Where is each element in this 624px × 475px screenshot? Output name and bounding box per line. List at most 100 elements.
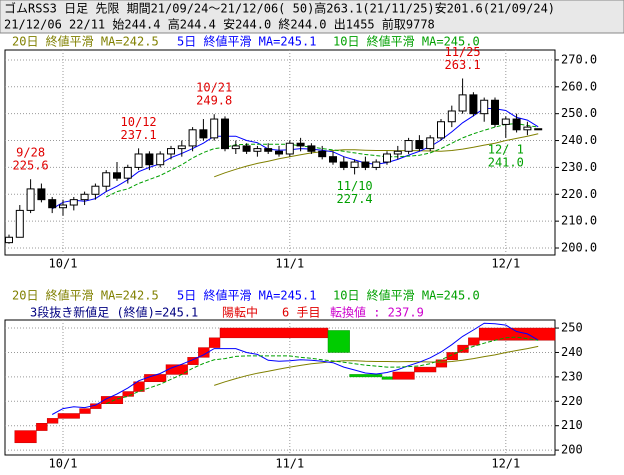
candle-body bbox=[113, 172, 121, 179]
candle-body bbox=[177, 145, 186, 150]
candle-body bbox=[426, 137, 435, 150]
candle-body bbox=[26, 188, 35, 211]
candle-body bbox=[393, 150, 402, 155]
y-tick-label: 240.0 bbox=[561, 133, 597, 147]
candle-body bbox=[231, 145, 240, 150]
candle-body bbox=[491, 99, 499, 125]
ma-line bbox=[214, 345, 539, 386]
candle-body bbox=[339, 161, 348, 168]
candle-body bbox=[458, 94, 467, 112]
y-tick-label: 220 bbox=[561, 394, 583, 408]
brick bbox=[349, 374, 383, 378]
brick bbox=[381, 376, 394, 380]
brick bbox=[198, 347, 210, 358]
annotation-date: 11/25 bbox=[445, 45, 481, 59]
legend-entry: 20日 終値平滑 MA=242.5 bbox=[12, 288, 159, 303]
y-tick-label: 250 bbox=[561, 321, 583, 335]
candle-body bbox=[372, 161, 381, 168]
brick bbox=[46, 418, 59, 424]
header-line: ゴムRSS3 日足 先限 期間21/09/24～21/12/06( 50)高26… bbox=[4, 1, 555, 16]
candle-body bbox=[221, 118, 229, 150]
brick bbox=[327, 330, 350, 353]
legend-entry: 5日 終値平滑 MA=245.1 bbox=[177, 34, 316, 49]
header-box bbox=[0, 0, 624, 34]
annotation-date: 10/12 bbox=[121, 115, 157, 129]
x-tick-label: 11/1 bbox=[275, 257, 304, 271]
candle-body bbox=[329, 156, 337, 163]
plot-area bbox=[4, 319, 556, 456]
candle-body bbox=[123, 166, 132, 179]
y-tick-label: 230.0 bbox=[561, 160, 597, 174]
y-tick-label: 200.0 bbox=[561, 241, 597, 255]
annotation-date: 9/28 bbox=[16, 146, 45, 160]
brick bbox=[36, 423, 48, 431]
candle-body bbox=[242, 145, 251, 152]
candle-body bbox=[469, 94, 478, 115]
brick bbox=[79, 408, 91, 414]
candle-body bbox=[167, 148, 175, 155]
brick bbox=[478, 327, 556, 341]
annotation-value: 237.1 bbox=[121, 128, 157, 142]
brick bbox=[144, 374, 167, 383]
brick bbox=[165, 364, 188, 375]
y-tick-label: 210.0 bbox=[561, 214, 597, 228]
candle-body bbox=[59, 204, 67, 209]
candle-body bbox=[415, 140, 424, 150]
candle-body bbox=[318, 150, 327, 158]
brick bbox=[122, 391, 134, 397]
status-text: 3段抜き新値足 (終値)=245.1 bbox=[30, 305, 198, 320]
x-tick-label: 11/1 bbox=[275, 457, 304, 471]
annotation-date: 10/21 bbox=[196, 81, 232, 95]
status-text: 6 手目 bbox=[282, 306, 320, 320]
brick bbox=[392, 371, 415, 380]
annotation-value: 263.1 bbox=[445, 58, 481, 72]
y-tick-label: 270.0 bbox=[561, 52, 597, 66]
legend-entry: 5日 終値平滑 MA=245.1 bbox=[177, 288, 316, 303]
brick bbox=[219, 327, 329, 339]
candle-body bbox=[523, 126, 532, 131]
annotation-value: 241.0 bbox=[488, 155, 524, 169]
brick bbox=[187, 357, 199, 365]
brick bbox=[133, 381, 145, 392]
x-tick-label: 12/1 bbox=[491, 257, 520, 271]
brick bbox=[414, 366, 437, 373]
annotation-date: 11/10 bbox=[337, 179, 373, 193]
ma-line bbox=[51, 107, 539, 210]
ma-line bbox=[214, 133, 539, 178]
legend-entry: 20日 終値平滑 MA=242.5 bbox=[12, 34, 159, 49]
candle-body bbox=[5, 236, 13, 244]
candle-body bbox=[48, 199, 57, 209]
candle-body bbox=[296, 142, 305, 147]
candle-body bbox=[437, 121, 445, 139]
ma-line bbox=[105, 336, 539, 405]
candle-body bbox=[501, 118, 510, 125]
legend-entry: 10日 終値平滑 MA=245.0 bbox=[333, 34, 480, 49]
candle-body bbox=[134, 153, 143, 168]
candle-body bbox=[480, 99, 489, 115]
candle-body bbox=[307, 145, 316, 152]
y-tick-label: 200 bbox=[561, 443, 583, 457]
candle-body bbox=[188, 129, 197, 147]
annotation-value: 225.6 bbox=[13, 159, 49, 173]
candle-body bbox=[447, 110, 456, 123]
x-tick-label: 12/1 bbox=[491, 457, 520, 471]
brick bbox=[457, 344, 469, 353]
ma-line bbox=[105, 123, 539, 198]
candle-body bbox=[512, 118, 521, 131]
candle-body bbox=[275, 150, 283, 155]
candle-body bbox=[361, 161, 370, 168]
candle-body bbox=[534, 128, 543, 131]
ma-line bbox=[51, 322, 539, 415]
candle-body bbox=[199, 129, 208, 139]
candle-body bbox=[285, 142, 294, 155]
status-text: 陽転中 bbox=[222, 305, 258, 320]
candle-body bbox=[383, 153, 391, 163]
y-tick-label: 260.0 bbox=[561, 79, 597, 93]
brick bbox=[14, 430, 37, 444]
legend-entry: 10日 終値平滑 MA=245.0 bbox=[333, 288, 480, 303]
candle-body bbox=[69, 199, 78, 206]
y-tick-label: 220.0 bbox=[561, 187, 597, 201]
candle-body bbox=[253, 148, 262, 152]
brick bbox=[446, 352, 458, 361]
